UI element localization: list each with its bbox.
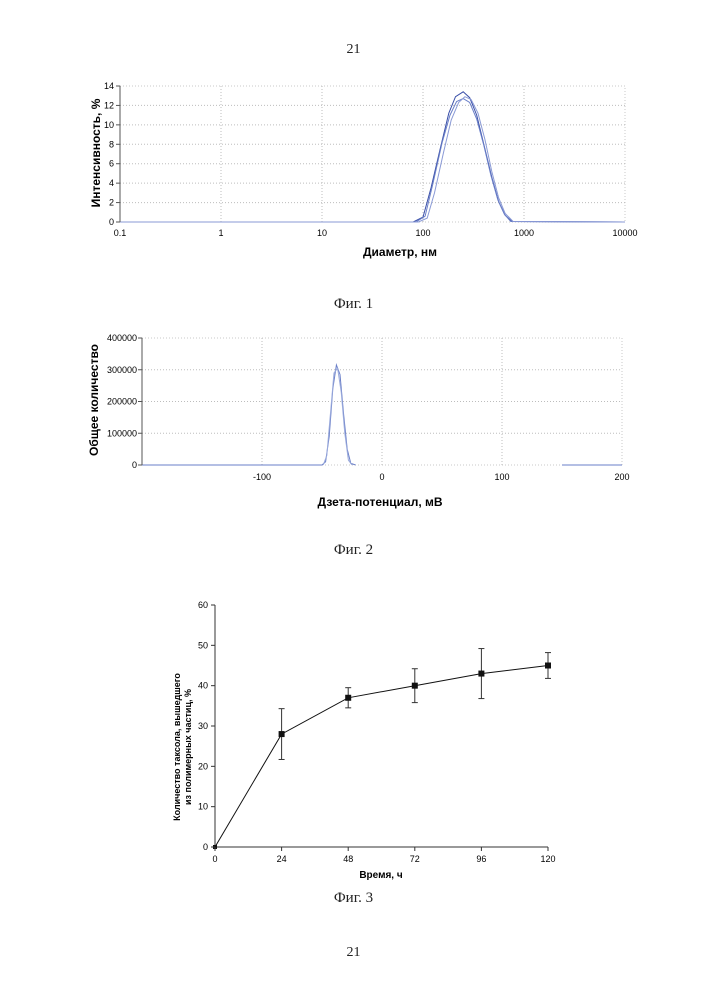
chart2-y-tick-label: 400000 <box>107 333 137 343</box>
chart1-plot-frame <box>120 86 625 222</box>
chart3-x-tick-label: 0 <box>212 854 217 864</box>
chart2-x-tick-label: 0 <box>379 472 384 482</box>
chart3-x-tick-label: 120 <box>540 854 555 864</box>
chart3-x-tick-label: 48 <box>343 854 353 864</box>
chart1-y-tick-label: 14 <box>104 81 114 91</box>
chart1-y-tick-label: 10 <box>104 120 114 130</box>
chart1-y-tick-label: 8 <box>109 139 114 149</box>
chart3-y-axis-label-line2: из полимерных частиц, % <box>183 689 193 805</box>
chart3-y-axis-label-line1: Количество таксола, вышедшего <box>172 673 182 821</box>
figure-3-caption: Фиг. 3 <box>0 890 707 907</box>
chart3-y-tick-label: 10 <box>198 802 208 812</box>
chart1-series-line-3 <box>120 97 625 222</box>
chart1-y-tick-label: 2 <box>109 198 114 208</box>
chart3-data-point <box>279 731 285 737</box>
chart2-y-tick-label: 300000 <box>107 365 137 375</box>
chart3-x-tick-label: 24 <box>277 854 287 864</box>
chart3-y-tick-label: 50 <box>198 640 208 650</box>
chart1-x-tick-label: 0.1 <box>114 228 127 238</box>
chart3-y-tick-label: 60 <box>198 600 208 610</box>
chart3-x-tick-label: 72 <box>410 854 420 864</box>
chart1-x-tick-label: 1 <box>218 228 223 238</box>
chart2-series-line-1 <box>142 365 356 465</box>
chart3-y-tick-label: 30 <box>198 721 208 731</box>
chart3-series-line <box>215 666 548 848</box>
chart3-y-tick-label: 0 <box>203 842 208 852</box>
figure-1-caption: Фиг. 1 <box>0 296 707 313</box>
chart2-y-tick-label: 0 <box>132 460 137 470</box>
chart3-x-axis-label: Время, ч <box>359 870 403 881</box>
chart3-data-point <box>545 663 551 669</box>
chart2-x-tick-label: -100 <box>253 472 271 482</box>
chart1-x-axis-label: Диаметр, нм <box>363 245 437 259</box>
chart-taxol-release: 0 10 20 30 40 50 60 0 24 48 72 96 120 Время, ч Колич… <box>0 595 707 885</box>
figure-2-caption: Фиг. 2 <box>0 542 707 559</box>
chart1-x-tick-label: 10000 <box>612 228 637 238</box>
chart3-y-tick-label: 20 <box>198 761 208 771</box>
chart2-y-tick-label: 200000 <box>107 397 137 407</box>
chart3-data-point <box>478 671 484 677</box>
chart1-x-tick-label: 100 <box>415 228 430 238</box>
chart2-y-tick-label: 100000 <box>107 428 137 438</box>
chart3-data-point <box>345 695 351 701</box>
chart1-y-axis-label: Интенсивность, % <box>89 98 103 207</box>
chart-particle-size: 0 2 4 6 8 10 12 14 0.1 1 10 100 1000 10000 Диаметр, н… <box>0 78 707 278</box>
page-number-bottom: 21 <box>0 945 707 961</box>
chart2-x-tick-label: 200 <box>614 472 629 482</box>
chart3-data-point <box>412 683 418 689</box>
chart1-y-tick-label: 6 <box>109 159 114 169</box>
chart1-y-tick-label: 0 <box>109 217 114 227</box>
chart1-y-tick-label: 12 <box>104 100 114 110</box>
chart2-x-axis-label: Дзета-потенциал, мВ <box>317 495 442 509</box>
chart1-series-line-2 <box>120 99 625 222</box>
chart3-y-tick-label: 40 <box>198 681 208 691</box>
page-number-top: 21 <box>0 42 707 58</box>
chart3-x-tick-label: 96 <box>476 854 486 864</box>
chart2-x-tick-label: 100 <box>494 472 509 482</box>
chart1-y-tick-label: 4 <box>109 178 114 188</box>
chart1-x-tick-label: 10 <box>317 228 327 238</box>
chart2-y-axis-label: Общее количество <box>87 344 101 456</box>
chart-zeta-potential: 0 100000 200000 300000 400000 -100 0 100 200 Дзе… <box>0 330 707 510</box>
chart1-x-tick-label: 1000 <box>514 228 534 238</box>
